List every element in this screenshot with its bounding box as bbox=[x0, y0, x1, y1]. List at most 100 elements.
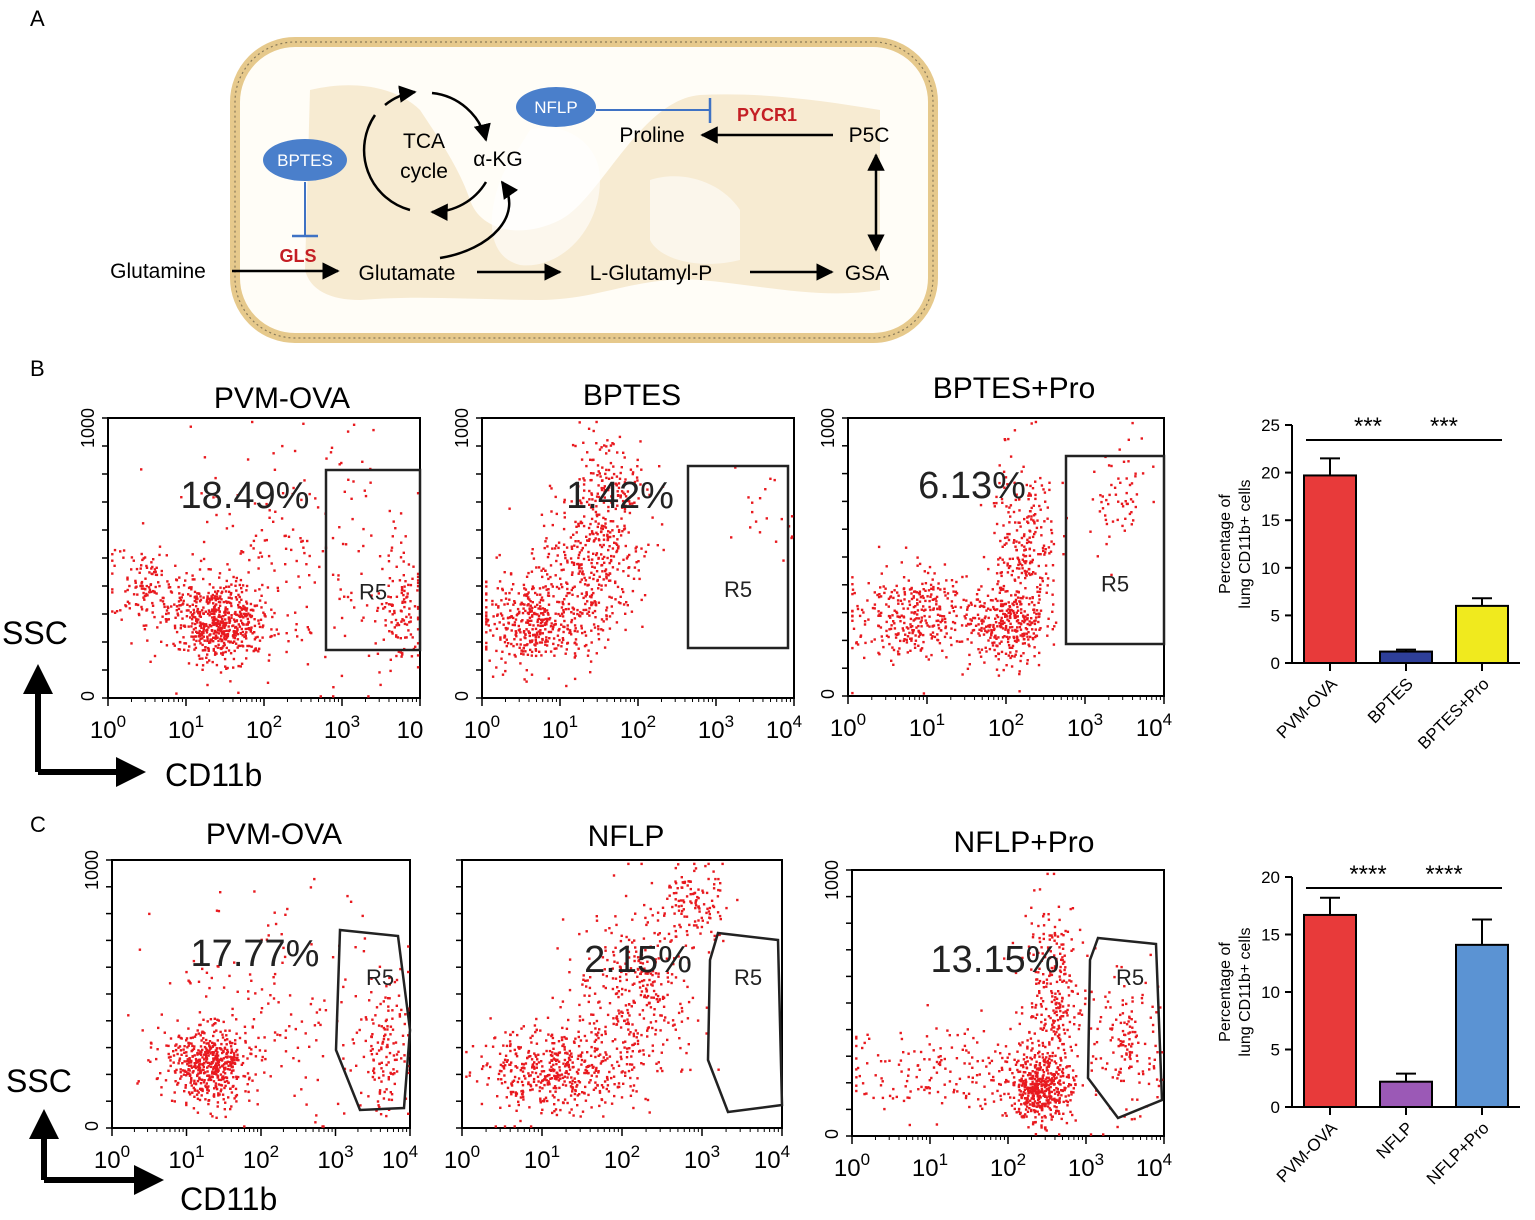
scatter-dot bbox=[553, 1042, 556, 1045]
scatter-dot bbox=[260, 988, 264, 991]
scatter-dot bbox=[656, 911, 660, 914]
scatter-dot bbox=[246, 1072, 250, 1075]
scatter-dot bbox=[544, 1076, 547, 1079]
scatter-dot bbox=[658, 999, 661, 1002]
scatter-dot bbox=[965, 575, 968, 578]
scatter-dot bbox=[980, 629, 983, 632]
scatter-dot bbox=[1001, 619, 1004, 623]
scatter-dot bbox=[295, 559, 298, 563]
scatter-dot bbox=[354, 946, 357, 949]
scatter-dot bbox=[1036, 519, 1039, 522]
scatter-dot bbox=[551, 547, 554, 550]
scatter-dot bbox=[407, 1112, 410, 1115]
scatter-dot bbox=[273, 911, 276, 914]
scatter-dot bbox=[393, 609, 396, 613]
scatter-dot bbox=[625, 978, 628, 982]
scatter-dot bbox=[148, 912, 151, 916]
scatter-dot bbox=[595, 495, 599, 498]
scatter-dot bbox=[223, 630, 226, 633]
scatter-dot bbox=[609, 535, 612, 539]
scatter-dot bbox=[563, 550, 566, 554]
scatter-dot bbox=[485, 580, 488, 584]
scatter-dot bbox=[416, 575, 420, 579]
scatter-dot bbox=[624, 495, 628, 498]
scatter-dot bbox=[998, 464, 1001, 467]
scatter-dot bbox=[226, 1048, 229, 1052]
scatter-dot bbox=[526, 597, 530, 600]
scatter-dot bbox=[550, 1065, 553, 1068]
scatter-dot bbox=[563, 1035, 566, 1039]
scatter-dot bbox=[567, 1063, 570, 1067]
scatter-dot bbox=[198, 1067, 201, 1070]
scatter-dot bbox=[207, 591, 210, 595]
scatter-dot bbox=[1033, 522, 1036, 525]
scatter-dot bbox=[717, 877, 720, 881]
scatter-dot bbox=[955, 592, 959, 595]
scatter-dot bbox=[589, 522, 592, 526]
scatter-dot bbox=[387, 554, 390, 557]
scatter-dot bbox=[232, 618, 236, 621]
scatter-dot bbox=[919, 621, 922, 624]
scatter-dot bbox=[215, 624, 219, 628]
scatter-dot bbox=[484, 1044, 488, 1048]
scatter-dot bbox=[936, 638, 939, 642]
scatter-dot bbox=[522, 653, 525, 656]
scatter-dot bbox=[499, 1106, 502, 1109]
scatter-dot bbox=[582, 974, 585, 977]
scatter-dot bbox=[1020, 602, 1023, 606]
scatter-dot bbox=[525, 680, 528, 683]
scatter-dot bbox=[130, 568, 133, 571]
scatter-dot bbox=[200, 634, 203, 637]
scatter-dot bbox=[367, 1070, 370, 1074]
scatter-dot bbox=[553, 1068, 556, 1072]
scatter-dot bbox=[790, 535, 794, 538]
scatter-dot bbox=[595, 513, 598, 516]
scatter-dot bbox=[193, 611, 196, 614]
scatter-dot bbox=[590, 493, 594, 496]
scatter-dot bbox=[169, 1059, 172, 1062]
scatter-dot bbox=[558, 638, 561, 642]
scatter-dot bbox=[585, 1069, 589, 1073]
scatter-dot bbox=[557, 1079, 561, 1082]
scatter-dot bbox=[561, 585, 564, 589]
scatter-dot bbox=[595, 552, 599, 555]
scatter-dot bbox=[902, 639, 905, 643]
scatter-dot bbox=[672, 892, 676, 895]
scatter-dot bbox=[1050, 540, 1053, 543]
scatter-dot bbox=[936, 587, 940, 590]
scatter-dot bbox=[896, 615, 899, 618]
scatter-dot bbox=[341, 542, 345, 546]
y-tick-label: 0 bbox=[78, 691, 98, 701]
scatter-dot bbox=[948, 611, 951, 614]
scatter-dot bbox=[553, 547, 557, 550]
scatter-dot bbox=[995, 614, 999, 617]
scatter-dot bbox=[285, 632, 288, 635]
scatter-dot bbox=[541, 607, 545, 610]
scatter-dot bbox=[204, 610, 207, 613]
scatter-dot bbox=[624, 1004, 628, 1007]
scatter-dot bbox=[515, 614, 519, 617]
scatter-dot bbox=[194, 1082, 198, 1086]
scatter-dot bbox=[598, 472, 601, 475]
scatter-dot bbox=[203, 1032, 206, 1035]
scatter-dot bbox=[214, 1084, 217, 1088]
scatter-dot bbox=[397, 994, 401, 997]
scatter-dot bbox=[888, 615, 891, 618]
scatter-dot bbox=[538, 641, 542, 644]
scatter-dot bbox=[485, 648, 488, 651]
scatter-dot bbox=[1111, 520, 1115, 523]
scatter-dot bbox=[913, 646, 917, 649]
scatter-dot bbox=[380, 1061, 383, 1064]
scatter-dot bbox=[1125, 491, 1128, 495]
scatter-dot bbox=[1004, 652, 1008, 655]
scatter-dot bbox=[209, 1112, 212, 1115]
scatter-dot bbox=[369, 1049, 373, 1052]
scatter-dot bbox=[602, 620, 605, 623]
scatter-dot bbox=[349, 1069, 352, 1072]
scatter-dot bbox=[219, 891, 222, 894]
scatter-dot bbox=[920, 619, 923, 622]
scatter-dot bbox=[691, 996, 695, 1000]
scatter-dot bbox=[628, 1063, 632, 1066]
scatter-dot bbox=[1027, 540, 1031, 544]
scatter-dot bbox=[313, 1024, 317, 1027]
